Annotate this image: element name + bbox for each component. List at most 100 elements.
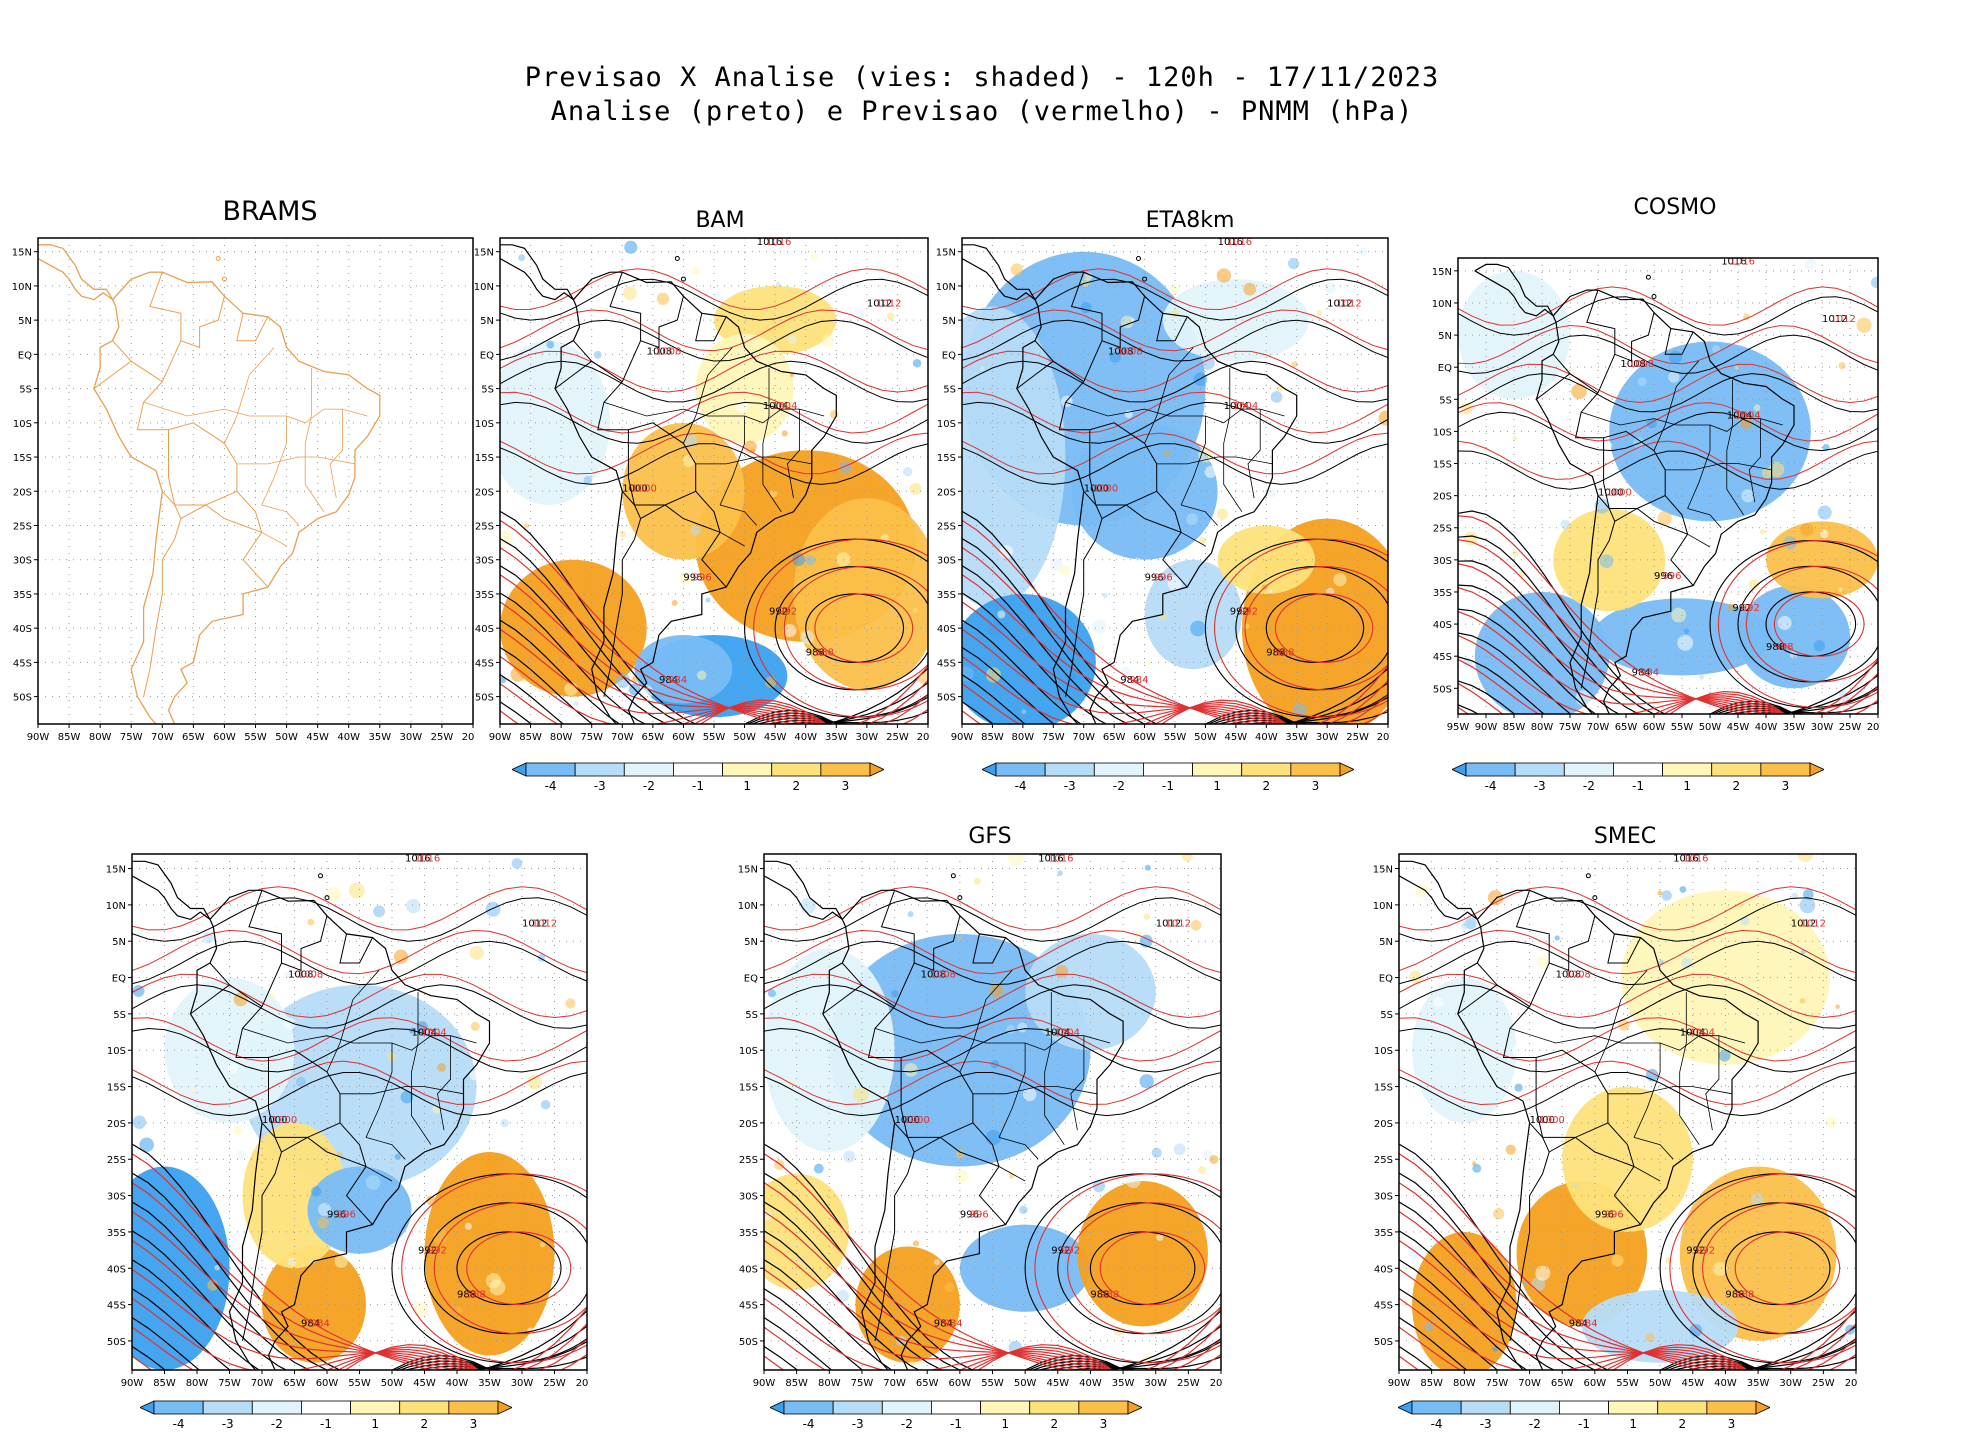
state-border — [719, 531, 745, 547]
colorbar-tick-label: -2 — [271, 1417, 283, 1431]
isobar-label: 1000 — [262, 1115, 287, 1126]
lon-tick-label: 70W — [251, 1378, 274, 1389]
colorbar-tick-label: -2 — [1113, 779, 1125, 793]
bias-speckle — [1008, 854, 1025, 867]
lon-tick-label: 30W — [1779, 1378, 1802, 1389]
coastline-south-america — [1535, 289, 1795, 714]
bias-speckle — [909, 482, 922, 495]
lat-tick-label: EQ — [112, 974, 126, 985]
panel-title-brams: BRAMS — [222, 196, 318, 227]
colorbar-box — [623, 762, 674, 777]
isobar — [962, 701, 1287, 724]
colorbar-box — [1143, 762, 1193, 777]
bias-speckle — [1677, 634, 1694, 651]
isobar-label: 1012 — [1336, 298, 1361, 309]
isobar-label: 996 — [337, 1209, 356, 1220]
bias-speckle — [464, 1222, 472, 1230]
isobar-label: 1008 — [921, 970, 946, 981]
isobar — [132, 1143, 587, 1370]
isobar-label: 1016 — [1730, 256, 1755, 267]
colorbar-box — [1706, 1400, 1757, 1415]
bias-speckle — [565, 998, 576, 1009]
lat-tick-label: 50S — [13, 693, 32, 704]
isobar-label: 1012 — [867, 298, 892, 309]
isobar-label: 1008 — [288, 970, 313, 981]
isobar-label: 1000 — [272, 1115, 297, 1126]
isobar — [500, 574, 928, 724]
lat-tick-label: 10S — [739, 1046, 758, 1057]
bias-speckle — [1160, 1336, 1168, 1344]
lat-tick-label: 50S — [1374, 1337, 1393, 1348]
lon-tick-label: 75W — [1042, 732, 1065, 743]
isobar — [1399, 1316, 1763, 1370]
isobar — [1458, 610, 1878, 714]
bias-speckle — [1424, 1322, 1434, 1332]
lon-tick-label: 75W — [580, 732, 603, 743]
lat-tick-label: 10N — [1432, 299, 1452, 310]
isobar-label: 1000 — [622, 483, 647, 494]
lat-tick-label: 50S — [937, 693, 956, 704]
bias-speckle — [1198, 447, 1214, 463]
isobar-label: 996 — [960, 1209, 979, 1220]
bias-speckle — [904, 1062, 918, 1077]
colorbar-tick-label: -4 — [1485, 779, 1497, 793]
island — [680, 276, 686, 282]
isobar — [764, 984, 1221, 1029]
bias-speckle — [334, 1254, 348, 1268]
isobar — [1399, 1346, 1748, 1370]
isobar-label: 992 — [1741, 603, 1760, 614]
bias-speckle — [1292, 702, 1307, 718]
lon-tick-label: 35W — [1285, 732, 1308, 743]
bias-speckle — [1204, 465, 1217, 478]
country-border — [281, 1136, 308, 1153]
lat-tick-label: EQ — [744, 974, 758, 985]
bias-speckle — [1657, 890, 1663, 896]
isobar — [1458, 680, 1797, 714]
bias-speckle — [691, 266, 700, 276]
bias-shade — [634, 635, 733, 704]
bias-speckle — [1038, 332, 1045, 339]
lat-tick-label: 30S — [107, 1192, 126, 1203]
bias-speckle — [1825, 1116, 1838, 1128]
country-border — [664, 504, 721, 533]
bias-speckle — [619, 530, 627, 538]
isobar — [1458, 402, 1878, 442]
bias-speckle — [1010, 263, 1023, 276]
bias-speckle — [1870, 276, 1878, 289]
map-panel-gfs: 1016 1012 1008 1004 1000 996 992 988 984 1016 1012… — [728, 852, 1223, 1392]
lat-tick-label: 5S — [19, 385, 32, 396]
state-border — [1070, 1035, 1085, 1131]
lat-tick-label: 35S — [1433, 588, 1452, 599]
isobar-label: 1000 — [1606, 488, 1631, 499]
bias-speckle — [1800, 523, 1814, 536]
isobar-label: 996 — [683, 572, 702, 583]
coastline-central-america — [1474, 263, 1554, 317]
state-border — [236, 456, 355, 465]
bias-speckle — [1186, 513, 1198, 526]
country-border — [1457, 984, 1498, 1015]
isobar — [1458, 296, 1878, 336]
isobar-label: 992 — [418, 1246, 437, 1257]
bias-speckle — [1799, 997, 1806, 1004]
bias-speckle — [987, 621, 1002, 637]
lat-tick-label: 30S — [937, 556, 956, 567]
isobar — [1399, 929, 1856, 975]
isobar-label: 1000 — [1539, 1115, 1564, 1126]
bias-speckle — [1587, 1193, 1601, 1206]
lat-tick-label: 15S — [13, 453, 32, 464]
bias-speckle — [573, 701, 579, 707]
map-panel-brams: 15N 10N 5N EQ 5S 10S 15S 20S 25S 30S 35S 40S 45S 50S 9… — [0, 236, 475, 746]
isobar — [699, 699, 828, 724]
isobar-label: 984 — [1640, 667, 1659, 678]
lon-tick-label: 75W — [218, 1378, 241, 1389]
isobar — [132, 886, 587, 931]
colorbar-tick-label: 2 — [1732, 779, 1740, 793]
lat-tick-label: 5S — [745, 1010, 758, 1021]
bias-speckle — [1611, 1254, 1624, 1267]
isobar-label: 988 — [806, 648, 825, 659]
isobar — [132, 1210, 587, 1370]
bias-speckle — [399, 1244, 412, 1257]
colorbar-tick-label: -2 — [1583, 779, 1595, 793]
bias-speckle — [485, 901, 501, 917]
colorbar-arrow-low — [981, 762, 997, 777]
